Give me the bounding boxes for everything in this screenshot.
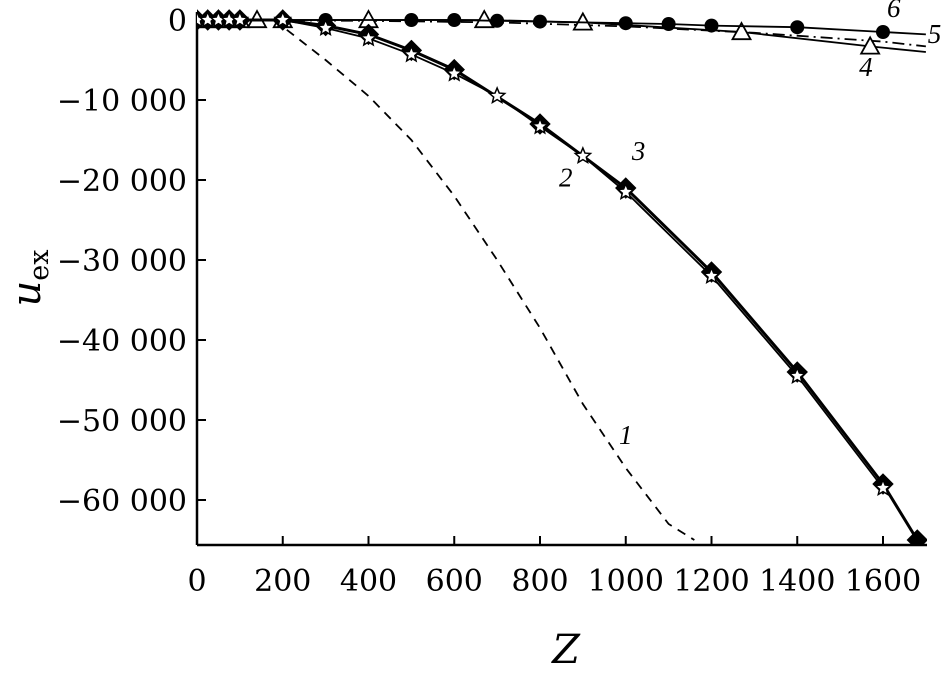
star-marker (230, 10, 250, 29)
series-4 (197, 9, 926, 55)
y-tick-label: −60 000 (57, 484, 187, 519)
circle-marker (704, 18, 719, 33)
star-marker (616, 182, 636, 201)
triangle-marker (473, 9, 495, 29)
axes (195, 12, 927, 547)
triangle-marker (730, 21, 753, 41)
series-line-3 (197, 19, 884, 489)
y-tick-label: −50 000 (57, 404, 187, 439)
circle-marker (661, 17, 676, 31)
y-axis-title: uex (4, 250, 55, 307)
series-3 (197, 10, 893, 497)
star-marker (787, 366, 807, 385)
circle-marker (490, 13, 505, 28)
circle-marker (790, 20, 805, 35)
x-tick-label: 0 (187, 564, 206, 599)
labels-layer: Z uex 1 2 3 4 5 6 (4, 0, 941, 673)
y-axis-title-main: u (4, 281, 50, 307)
y-tick-label: −10 000 (57, 84, 187, 119)
curve-label-5: 5 (928, 19, 942, 49)
x-tick-label: 200 (254, 564, 311, 599)
series-line-2 (197, 18, 919, 541)
circle-marker (447, 13, 462, 27)
star-marker (273, 10, 293, 29)
circle-marker (404, 13, 419, 27)
series-layer (197, 9, 927, 545)
curve-label-3: 3 (631, 136, 646, 166)
x-tick-label: 1600 (845, 564, 921, 599)
y-tick-label: −40 000 (57, 324, 187, 359)
curve-label-1: 1 (619, 420, 633, 450)
star-marker (873, 478, 893, 497)
star-marker (487, 86, 507, 105)
x-tick-label: 400 (340, 564, 397, 599)
triangle-marker (859, 35, 881, 55)
ticks: 0 200 400 600 800 1000 1200 1400 1600 0 −10 000 −20… (57, 4, 921, 599)
series-1 (273, 19, 695, 541)
star-marker (401, 44, 421, 63)
circle-marker (876, 25, 890, 39)
x-tick-label: 600 (426, 564, 483, 599)
circle-marker (618, 16, 633, 31)
star-marker (573, 146, 593, 165)
x-tick-label: 1400 (759, 564, 835, 599)
star-marker (316, 18, 336, 37)
curve-label-4: 4 (859, 52, 873, 82)
y-tick-label: −30 000 (57, 244, 187, 279)
diamond-marker (906, 529, 927, 545)
curve-label-6: 6 (887, 0, 901, 23)
y-tick-label: −20 000 (57, 164, 187, 199)
curve-label-2: 2 (559, 162, 573, 192)
star-marker (702, 266, 721, 285)
y-tick-label: 0 (168, 4, 187, 39)
x-tick-label: 800 (511, 564, 568, 599)
circle-marker (533, 14, 547, 29)
star-marker (444, 63, 464, 82)
star-marker (530, 116, 550, 135)
series-line-6 (197, 19, 926, 36)
series-line-1 (273, 19, 695, 541)
x-tick-label: 1000 (588, 564, 664, 599)
series-2 (197, 9, 927, 545)
x-axis-title: Z (550, 627, 581, 673)
series-6 (197, 13, 926, 39)
y-axis-title-subscript: ex (24, 250, 55, 281)
star-marker (359, 28, 378, 47)
x-tick-label: 1200 (673, 564, 749, 599)
